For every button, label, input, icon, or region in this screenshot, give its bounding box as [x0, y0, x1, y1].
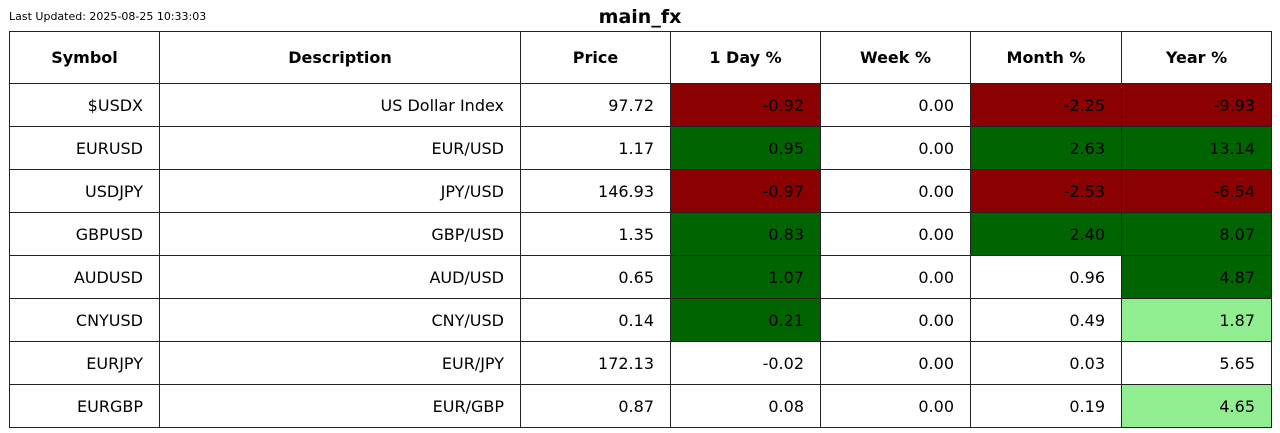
table-row: EURUSD EUR/USD 1.17 0.95 0.00 2.63 13.14: [9, 126, 1272, 170]
fx-table: Symbol Description Price 1 Day % Week % …: [9, 31, 1272, 428]
cell-day-pct: 0.21: [670, 298, 821, 342]
cell-year-pct: 4.87: [1121, 255, 1272, 299]
cell-year-pct: 13.14: [1121, 126, 1272, 170]
cell-month-pct: -2.53: [970, 169, 1122, 213]
cell-month-pct: 0.96: [970, 255, 1122, 299]
cell-month-pct: 2.40: [970, 212, 1122, 256]
cell-week-pct: 0.00: [820, 83, 971, 127]
cell-year-pct: -9.93: [1121, 83, 1272, 127]
table-row: EURJPY EUR/JPY 172.13 -0.02 0.00 0.03 5.65: [9, 341, 1272, 385]
cell-year-pct: 4.65: [1121, 384, 1272, 428]
cell-week-pct: 0.00: [820, 255, 971, 299]
cell-week-pct: 0.00: [820, 212, 971, 256]
cell-description: JPY/USD: [159, 169, 521, 213]
cell-day-pct: -0.02: [670, 341, 821, 385]
cell-price: 1.17: [520, 126, 671, 170]
header-month-pct: Month %: [970, 31, 1122, 84]
cell-price: 1.35: [520, 212, 671, 256]
cell-price: 172.13: [520, 341, 671, 385]
cell-price: 0.14: [520, 298, 671, 342]
cell-week-pct: 0.00: [820, 298, 971, 342]
cell-day-pct: -0.97: [670, 169, 821, 213]
cell-description: EUR/GBP: [159, 384, 521, 428]
cell-week-pct: 0.00: [820, 341, 971, 385]
table-row: USDJPY JPY/USD 146.93 -0.97 0.00 -2.53 -6.54: [9, 169, 1272, 213]
table-row: GBPUSD GBP/USD 1.35 0.83 0.00 2.40 8.07: [9, 212, 1272, 256]
cell-price: 146.93: [520, 169, 671, 213]
cell-description: US Dollar Index: [159, 83, 521, 127]
header-day-pct: 1 Day %: [670, 31, 821, 84]
cell-symbol: $USDX: [9, 83, 160, 127]
cell-day-pct: 0.83: [670, 212, 821, 256]
header-row: Symbol Description Price 1 Day % Week % …: [9, 31, 1272, 84]
header-year-pct: Year %: [1121, 31, 1272, 84]
cell-symbol: EURGBP: [9, 384, 160, 428]
cell-day-pct: 1.07: [670, 255, 821, 299]
cell-symbol: AUDUSD: [9, 255, 160, 299]
cell-symbol: GBPUSD: [9, 212, 160, 256]
cell-year-pct: 1.87: [1121, 298, 1272, 342]
cell-symbol: EURJPY: [9, 341, 160, 385]
cell-symbol: USDJPY: [9, 169, 160, 213]
table-row: AUDUSD AUD/USD 0.65 1.07 0.00 0.96 4.87: [9, 255, 1272, 299]
cell-day-pct: 0.08: [670, 384, 821, 428]
table-row: $USDX US Dollar Index 97.72 -0.92 0.00 -2.25-…: [9, 83, 1272, 127]
cell-week-pct: 0.00: [820, 169, 971, 213]
cell-symbol: EURUSD: [9, 126, 160, 170]
cell-month-pct: 0.49: [970, 298, 1122, 342]
last-updated-timestamp: Last Updated: 2025-08-25 10:33:03: [9, 10, 207, 23]
table-body: $USDX US Dollar Index 97.72 -0.92 0.00 -2.25-…: [9, 83, 1272, 428]
cell-description: EUR/USD: [159, 126, 521, 170]
cell-description: CNY/USD: [159, 298, 521, 342]
cell-description: GBP/USD: [159, 212, 521, 256]
cell-description: EUR/JPY: [159, 341, 521, 385]
cell-day-pct: 0.95: [670, 126, 821, 170]
header-price: Price: [520, 31, 671, 84]
header-description: Description: [159, 31, 521, 84]
header-week-pct: Week %: [820, 31, 971, 84]
cell-year-pct: 5.65: [1121, 341, 1272, 385]
cell-week-pct: 0.00: [820, 126, 971, 170]
cell-day-pct: -0.92: [670, 83, 821, 127]
cell-year-pct: -6.54: [1121, 169, 1272, 213]
cell-price: 0.65: [520, 255, 671, 299]
table-row: EURGBP EUR/GBP 0.87 0.08 0.00 0.19 4.65: [9, 384, 1272, 428]
cell-month-pct: 0.03: [970, 341, 1122, 385]
cell-price: 97.72: [520, 83, 671, 127]
cell-year-pct: 8.07: [1121, 212, 1272, 256]
cell-symbol: CNYUSD: [9, 298, 160, 342]
header-symbol: Symbol: [9, 31, 160, 84]
cell-month-pct: 2.63: [970, 126, 1122, 170]
cell-description: AUD/USD: [159, 255, 521, 299]
table-title: main_fx: [598, 6, 682, 28]
cell-month-pct: -2.25: [970, 83, 1122, 127]
cell-month-pct: 0.19: [970, 384, 1122, 428]
cell-week-pct: 0.00: [820, 384, 971, 428]
cell-price: 0.87: [520, 384, 671, 428]
table-row: CNYUSD CNY/USD 0.14 0.21 0.00 0.49 1.87: [9, 298, 1272, 342]
